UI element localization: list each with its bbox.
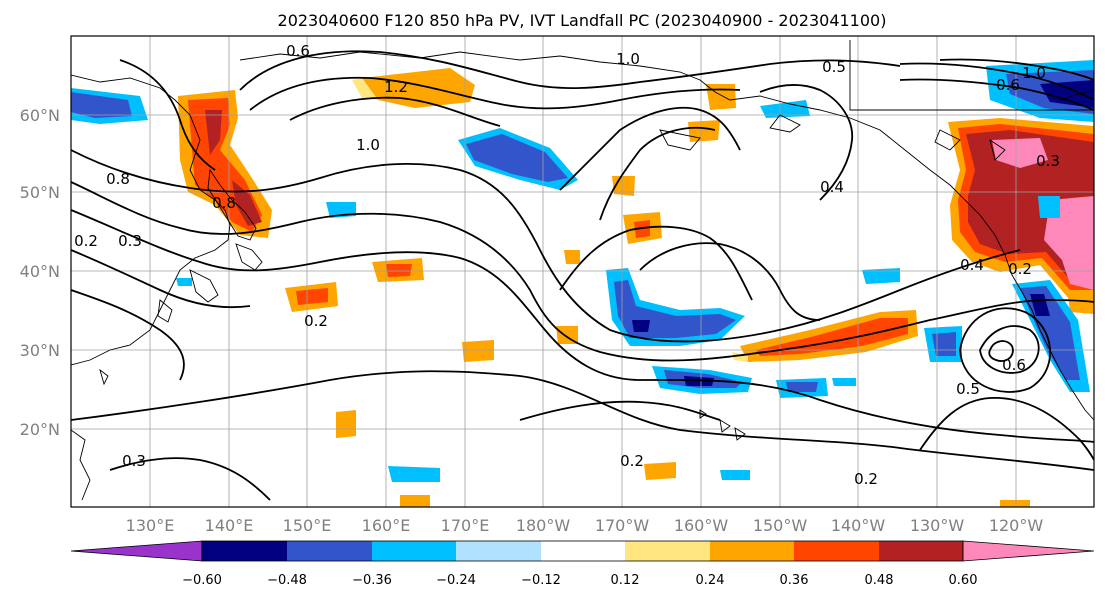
colorbar-segment xyxy=(456,541,541,561)
contour-label: 0.8 xyxy=(212,194,236,212)
lon-label: 140°E xyxy=(205,516,254,535)
colorbar-tick: 0.48 xyxy=(865,573,894,588)
lat-label: 40°N xyxy=(20,262,60,281)
contour-label: 0.5 xyxy=(822,58,846,76)
colorbar-segment xyxy=(541,541,625,561)
colorbar-tick: 0.60 xyxy=(949,573,978,588)
contour-label: 0.4 xyxy=(960,256,984,274)
colorbar: −0.60 −0.48 −0.36 −0.24 −0.12 0.12 0.24 … xyxy=(70,540,1095,588)
lon-label: 160°W xyxy=(674,516,729,535)
contour-label: 0.3 xyxy=(122,452,146,470)
map-panel: 0.6 1.0 0.5 1.2 1.0 0.8 0.8 0.2 0.3 0.2 … xyxy=(71,36,1094,507)
contour-label: 0.5 xyxy=(956,380,980,398)
figure-title: 2023040600 F120 850 hPa PV, IVT Landfall… xyxy=(278,11,887,30)
contour-label: 0.8 xyxy=(106,170,130,188)
contour-label: 0.2 xyxy=(854,470,878,488)
lon-label: 160°E xyxy=(362,516,411,535)
contour-label: 0.3 xyxy=(118,232,142,250)
colorbar-segment xyxy=(287,541,372,561)
lon-label: 120°W xyxy=(989,516,1044,535)
lon-label: 180°W xyxy=(516,516,571,535)
lat-label: 30°N xyxy=(20,341,60,360)
colorbar-tick: −0.24 xyxy=(436,573,476,588)
contour-label: 1.0 xyxy=(356,136,380,154)
colorbar-tick: −0.60 xyxy=(182,573,222,588)
colorbar-tick: 0.24 xyxy=(696,573,725,588)
colorbar-tick: 0.12 xyxy=(611,573,640,588)
lat-label: 60°N xyxy=(20,106,60,125)
lon-label: 130°W xyxy=(910,516,965,535)
contour-label: 1.0 xyxy=(616,50,640,68)
colorbar-segment xyxy=(794,541,879,561)
longitude-labels: 130°E 140°E 150°E 160°E 170°E 180°W 170°… xyxy=(126,516,1044,535)
lon-label: 150°E xyxy=(283,516,332,535)
lon-label: 150°W xyxy=(753,516,808,535)
contour-label: 0.2 xyxy=(620,452,644,470)
contour-label: 0.4 xyxy=(820,178,844,196)
colorbar-segment xyxy=(202,541,287,561)
colorbar-tick: −0.12 xyxy=(521,573,561,588)
coastlines xyxy=(71,40,1094,501)
contour-label: 0.6 xyxy=(1002,356,1026,374)
lat-label: 50°N xyxy=(20,183,60,202)
lon-label: 140°W xyxy=(831,516,886,535)
contour-label: 0.2 xyxy=(1008,260,1032,278)
contour-label: 0.6 xyxy=(996,76,1020,94)
colorbar-segment xyxy=(625,541,710,561)
lat-label: 20°N xyxy=(20,420,60,439)
pv-contours xyxy=(71,50,1094,501)
latitude-labels: 60°N 50°N 40°N 30°N 20°N xyxy=(20,106,60,439)
contour-label: 1.0 xyxy=(1022,64,1046,82)
colorbar-segment xyxy=(879,541,963,561)
contour-label: 1.2 xyxy=(384,78,408,96)
colorbar-arrow-left xyxy=(70,540,203,562)
colorbar-tick: −0.48 xyxy=(267,573,307,588)
contour-label: 0.2 xyxy=(304,312,328,330)
map-frame xyxy=(70,35,1095,508)
contour-label: 0.3 xyxy=(1036,152,1060,170)
colorbar-tick: −0.36 xyxy=(352,573,392,588)
colorbar-tick: 0.36 xyxy=(780,573,809,588)
colorbar-segment xyxy=(710,541,794,561)
contour-label: 0.2 xyxy=(74,232,98,250)
lon-label: 170°W xyxy=(595,516,650,535)
contour-labels: 0.6 1.0 0.5 1.2 1.0 0.8 0.8 0.2 0.3 0.2 … xyxy=(74,42,1060,488)
colorbar-segment xyxy=(372,541,456,561)
contour-label: 0.6 xyxy=(286,42,310,60)
colorbar-arrow-right xyxy=(962,540,1095,562)
lon-label: 170°E xyxy=(441,516,490,535)
lon-label: 130°E xyxy=(126,516,175,535)
